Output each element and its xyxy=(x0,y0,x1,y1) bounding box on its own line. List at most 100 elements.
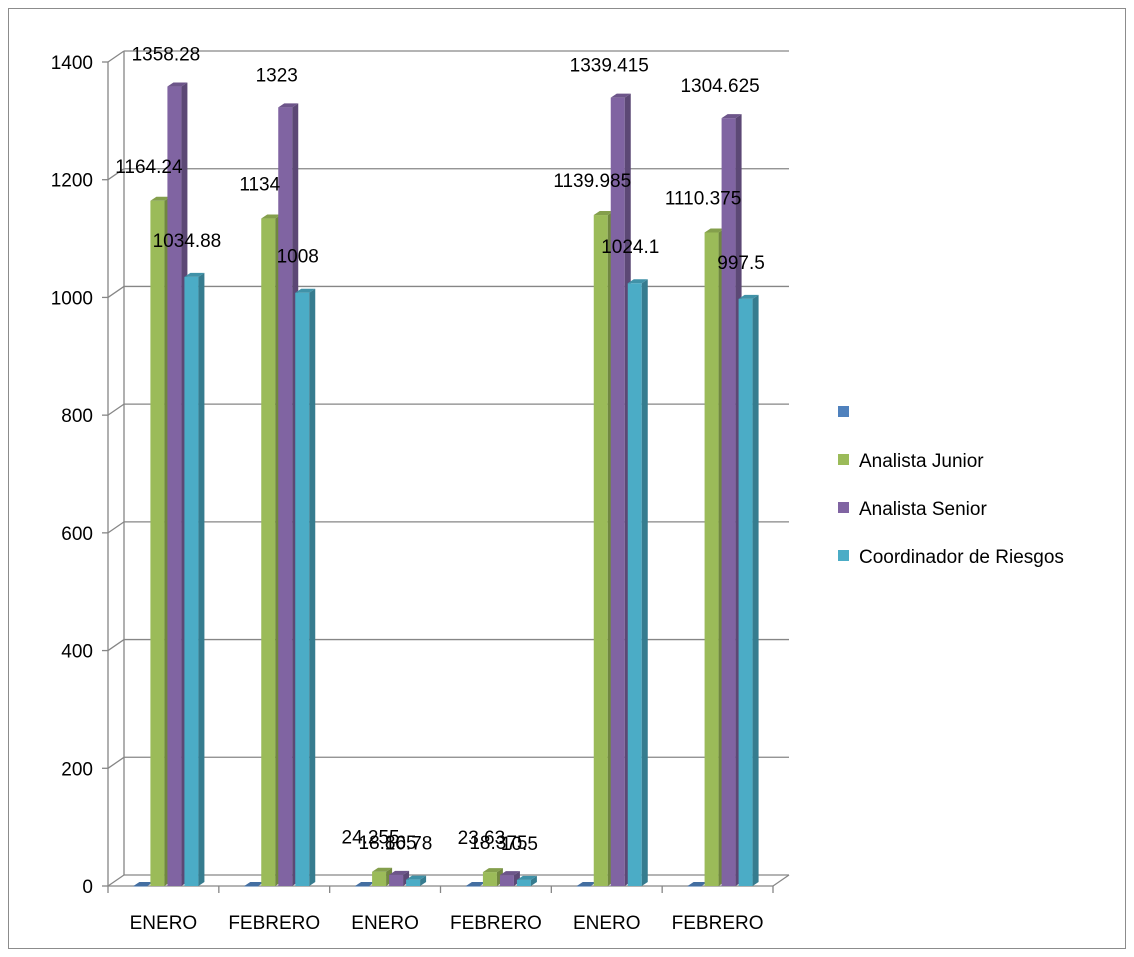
bar-top xyxy=(278,103,299,108)
bar xyxy=(482,872,497,886)
bar xyxy=(150,200,165,886)
y-tick-label: 200 xyxy=(61,759,93,780)
data-label: 1110.375 xyxy=(665,188,741,209)
bar-top xyxy=(738,294,759,299)
bar xyxy=(261,218,276,886)
gridline-wall xyxy=(107,639,125,652)
data-label: 1164.24 xyxy=(115,157,183,178)
bar xyxy=(687,886,702,887)
bar xyxy=(278,107,293,886)
data-label: 18.375 xyxy=(469,833,527,854)
data-label: 1024.1 xyxy=(601,237,659,258)
bar-side xyxy=(420,875,427,886)
bar xyxy=(372,871,387,886)
y-tick-label: 0 xyxy=(82,877,93,898)
gridline-wall xyxy=(107,521,125,534)
gridline-wall xyxy=(107,874,125,887)
data-label: 1134 xyxy=(239,175,280,196)
y-tick-label: 800 xyxy=(61,406,93,427)
gridline-wall xyxy=(107,756,125,769)
data-label: 1358.28 xyxy=(132,45,201,66)
gridline-wall xyxy=(107,50,125,63)
y-tick-label: 1200 xyxy=(51,171,93,192)
bar-top xyxy=(516,875,537,880)
gridline-wall xyxy=(107,403,125,416)
bar-top xyxy=(389,870,410,875)
bar-top xyxy=(482,868,503,873)
data-label: 24.255 xyxy=(342,828,400,849)
floor-edge xyxy=(772,874,790,887)
bar-top xyxy=(499,871,520,876)
x-tick-label: ENERO xyxy=(573,913,641,934)
data-label: 1139.985 xyxy=(553,171,631,192)
bar xyxy=(516,879,531,886)
bar xyxy=(499,875,514,886)
bar-top xyxy=(406,875,427,880)
data-label: 1034.88 xyxy=(153,231,222,252)
bar xyxy=(610,97,625,887)
bar-top xyxy=(295,288,316,293)
data-label: 23.63 xyxy=(458,828,506,849)
bar-top xyxy=(372,867,393,872)
legend-swatch xyxy=(838,454,849,465)
data-label: 10.5 xyxy=(501,834,538,855)
legend-swatch xyxy=(838,406,849,417)
bar-top xyxy=(627,279,648,284)
data-label: 1008 xyxy=(277,247,319,268)
bar xyxy=(167,86,182,887)
data-label: 1323 xyxy=(256,65,298,86)
legend-label: Analista Senior xyxy=(859,499,987,520)
bar-top xyxy=(355,882,376,886)
bar xyxy=(593,215,608,886)
bar-top xyxy=(721,114,742,119)
bars-layer xyxy=(133,82,759,887)
bar xyxy=(627,283,642,886)
bar xyxy=(465,886,480,887)
gridline-wall xyxy=(107,168,125,181)
x-tick-label: FEBRERO xyxy=(672,913,764,934)
bar xyxy=(576,886,591,887)
x-tick-label: ENERO xyxy=(351,913,419,934)
bar-top xyxy=(167,82,188,87)
bar-top xyxy=(576,882,597,886)
bar-top xyxy=(610,93,631,98)
legend-swatch xyxy=(838,502,849,513)
bar-side xyxy=(752,294,759,886)
bar xyxy=(355,886,370,887)
bar-top xyxy=(704,228,725,233)
bar xyxy=(184,276,199,887)
legend-label: Coordinador de Riesgos xyxy=(859,547,1064,568)
gridline-wall xyxy=(107,285,125,298)
legend-label: Analista Junior xyxy=(859,451,984,472)
data-label: 10.78 xyxy=(385,834,433,855)
x-tick-label: ENERO xyxy=(130,913,198,934)
bar-top xyxy=(184,272,205,277)
x-tick-label: FEBRERO xyxy=(228,913,320,934)
bar xyxy=(244,886,259,887)
x-tick-label: FEBRERO xyxy=(450,913,542,934)
bar-side xyxy=(641,279,648,886)
legend-layer: Analista Junior Analista Senior Coordinado… xyxy=(838,406,1064,568)
y-tick-label: 400 xyxy=(61,642,93,663)
bar-side xyxy=(309,288,316,887)
bar-side xyxy=(198,272,205,887)
bar-top xyxy=(150,196,171,201)
bar xyxy=(704,232,719,887)
data-label: 1339.415 xyxy=(570,56,649,77)
bar xyxy=(721,118,736,886)
y-tick-label: 600 xyxy=(61,524,93,545)
axis-layer: 0 200 400 600 800 1000 1200 1400 ENERO FEBRERO ENE… xyxy=(51,53,790,934)
bar xyxy=(295,292,310,887)
labels-layer: 1164.241358.281034.8811341323100824.2551… xyxy=(115,45,765,855)
data-label: 18.865 xyxy=(359,833,417,854)
bar xyxy=(389,874,404,886)
y-tick-label: 1000 xyxy=(51,288,93,309)
bar-top xyxy=(687,882,708,886)
grid-layer xyxy=(107,50,789,887)
bar-top xyxy=(133,882,154,886)
bar-side xyxy=(530,875,537,886)
bar xyxy=(738,298,753,886)
bar-top xyxy=(593,211,614,216)
bar xyxy=(406,879,421,886)
